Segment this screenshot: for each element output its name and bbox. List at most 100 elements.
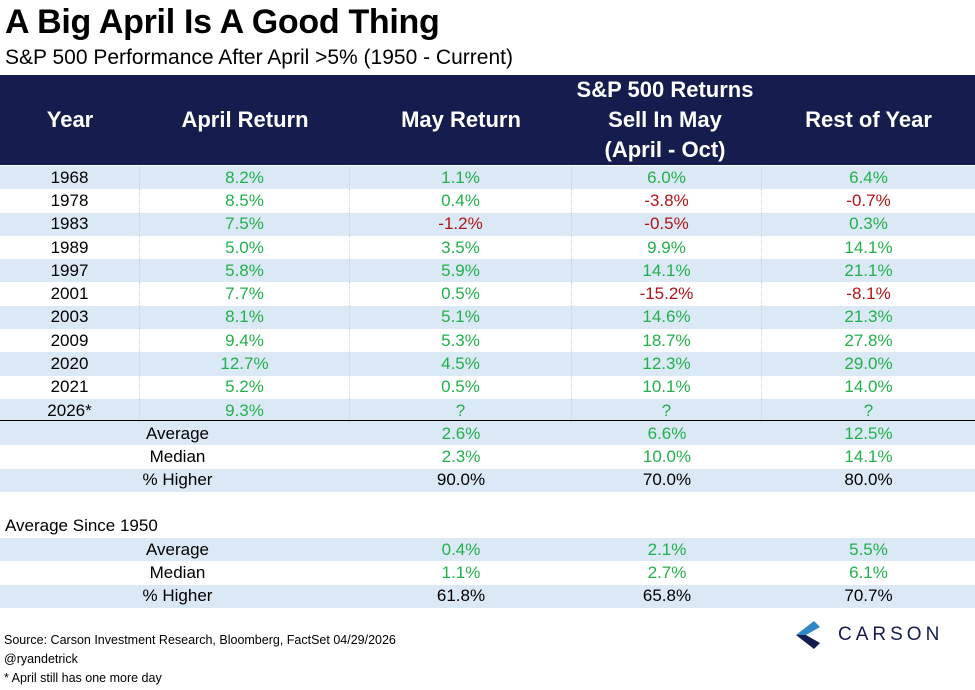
header-april-return: April Return xyxy=(181,107,309,132)
sell-cell: -0.5% xyxy=(572,212,762,236)
year-cell: 2001 xyxy=(0,282,140,306)
rest-cell: -0.7% xyxy=(846,190,891,210)
stat-label: % Higher xyxy=(142,586,213,606)
stat-sell-cell: 10.0% xyxy=(642,446,692,466)
table-row: 2003 8.1% 5.1% 14.6% 21.3% xyxy=(0,305,975,330)
year-cell: 1978 xyxy=(0,189,140,213)
header-rest-of-year: Rest of Year xyxy=(805,107,932,132)
sell-cell: 12.3% xyxy=(572,352,762,376)
stat-row: Average 2.6% 6.6% 12.5% xyxy=(0,422,975,445)
year-cell: 1983 xyxy=(0,212,140,236)
stat-rest-cell: 6.1% xyxy=(849,562,888,582)
stat-may-cell: 61.8% xyxy=(436,586,486,606)
sell-cell: 14.1% xyxy=(572,259,762,283)
may-cell: -1.2% xyxy=(350,212,572,236)
rest-cell: -8.1% xyxy=(846,284,891,304)
sell-cell: 9.9% xyxy=(572,235,762,260)
sell-cell: -15.2% xyxy=(572,282,762,306)
stat-row: Median 1.1% 2.7% 6.1% xyxy=(0,561,975,584)
table-row: 1989 5.0% 3.5% 9.9% 14.1% xyxy=(0,235,975,260)
year-cell: 2003 xyxy=(0,305,140,330)
stat-may-cell: 2.6% xyxy=(441,423,481,443)
april-cell: 9.3% xyxy=(140,398,350,423)
rest-cell: 29.0% xyxy=(844,354,893,374)
april-cell: 8.5% xyxy=(140,189,350,213)
year-cell: 2020 xyxy=(0,352,140,376)
header-sell-line1: S&P 500 Returns xyxy=(576,77,754,102)
may-cell: 0.4% xyxy=(350,189,572,213)
april-cell: 7.5% xyxy=(140,212,350,236)
table-row: 1983 7.5% -1.2% -0.5% 0.3% xyxy=(0,212,975,236)
stat-row: Average 0.4% 2.1% 5.5% xyxy=(0,538,975,561)
april-cell: 5.0% xyxy=(140,235,350,260)
may-cell: 5.3% xyxy=(350,329,572,353)
may-cell: ? xyxy=(350,398,572,423)
rest-cell: 0.3% xyxy=(849,214,888,234)
sell-cell: -3.8% xyxy=(572,189,762,213)
data-table-body: 1968 8.2% 1.1% 6.0% 6.4% 1978 8.5% 0.4% -3.8% -0.… xyxy=(0,166,975,423)
table-row: 2009 9.4% 5.3% 18.7% 27.8% xyxy=(0,329,975,353)
since-1950-label: Average Since 1950 xyxy=(5,516,158,535)
stat-row: % Higher 61.8% 65.8% 70.7% xyxy=(0,584,975,608)
stat-may-cell: 0.4% xyxy=(441,539,481,559)
stat-label: Median xyxy=(149,446,206,466)
header-may-return: May Return xyxy=(401,107,521,132)
stat-row: % Higher 90.0% 70.0% 80.0% xyxy=(0,468,975,492)
rest-cell: 14.1% xyxy=(844,237,893,257)
stat-sell-cell: 65.8% xyxy=(642,586,692,606)
stat-row: Median 2.3% 10.0% 14.1% xyxy=(0,445,975,468)
sell-cell: 14.6% xyxy=(572,305,762,330)
year-cell: 2021 xyxy=(0,375,140,399)
stat-rest-cell: 12.5% xyxy=(844,423,893,443)
stat-label: % Higher xyxy=(142,470,213,490)
stat-may-cell: 90.0% xyxy=(436,470,486,490)
header-sell-in-may: S&P 500 Returns Sell In May (April - Oct… xyxy=(540,75,790,165)
footer-source: Source: Carson Investment Research, Bloo… xyxy=(4,633,396,647)
carson-logo-icon xyxy=(796,621,820,649)
rest-cell: 14.0% xyxy=(844,377,893,397)
table-row: 2020 12.7% 4.5% 12.3% 29.0% xyxy=(0,352,975,376)
sell-cell: 18.7% xyxy=(572,329,762,353)
may-cell: 5.9% xyxy=(350,259,572,283)
page-title: A Big April Is A Good Thing xyxy=(5,3,440,41)
year-cell: 1968 xyxy=(0,166,140,190)
table-row: 2001 7.7% 0.5% -15.2% -8.1% xyxy=(0,282,975,306)
rest-cell: 21.3% xyxy=(844,307,893,327)
may-cell: 0.5% xyxy=(350,375,572,399)
stat-label: Median xyxy=(149,562,206,582)
header-sell-line3: (April - Oct) xyxy=(604,137,726,162)
sell-cell: 10.1% xyxy=(572,375,762,399)
rest-cell: 27.8% xyxy=(844,330,893,350)
year-cell: 2026* xyxy=(0,398,140,423)
stat-sell-cell: 6.6% xyxy=(647,423,687,443)
stat-label: Average xyxy=(145,539,209,559)
rest-cell: 6.4% xyxy=(849,167,888,187)
stat-rest-cell: 14.1% xyxy=(844,446,893,466)
april-cell: 7.7% xyxy=(140,282,350,306)
footer-handle: @ryandetrick xyxy=(4,652,78,666)
may-cell: 3.5% xyxy=(350,235,572,260)
may-cell: 5.1% xyxy=(350,305,572,330)
april-cell: 5.8% xyxy=(140,259,350,283)
stat-label: Average xyxy=(145,423,209,443)
table-header: Year April Return May Return S&P 500 Ret… xyxy=(0,75,975,165)
carson-logo-text: CARSON xyxy=(838,624,944,645)
table-row: 1978 8.5% 0.4% -3.8% -0.7% xyxy=(0,189,975,213)
stat-sell-cell: 70.0% xyxy=(642,470,692,490)
stat-rest-cell: 80.0% xyxy=(844,470,893,490)
table-row: 2021 5.2% 0.5% 10.1% 14.0% xyxy=(0,375,975,399)
table-row: 2026* 9.3%??? xyxy=(0,398,975,423)
header-year: Year xyxy=(46,107,94,132)
table-row: 1997 5.8% 5.9% 14.1% 21.1% xyxy=(0,259,975,283)
table-row: 1968 8.2% 1.1% 6.0% 6.4% xyxy=(0,166,975,190)
april-cell: 8.2% xyxy=(140,166,350,190)
stat-sell-cell: 2.1% xyxy=(647,539,687,559)
rest-cell: 21.1% xyxy=(844,260,893,280)
stat-sell-cell: 2.7% xyxy=(647,562,687,582)
april-cell: 12.7% xyxy=(140,352,350,376)
stat-rest-cell: 5.5% xyxy=(849,539,888,559)
stat-may-cell: 1.1% xyxy=(441,562,481,582)
stat-may-cell: 2.3% xyxy=(441,446,481,466)
sell-cell: 6.0% xyxy=(572,166,762,190)
may-cell: 4.5% xyxy=(350,352,572,376)
